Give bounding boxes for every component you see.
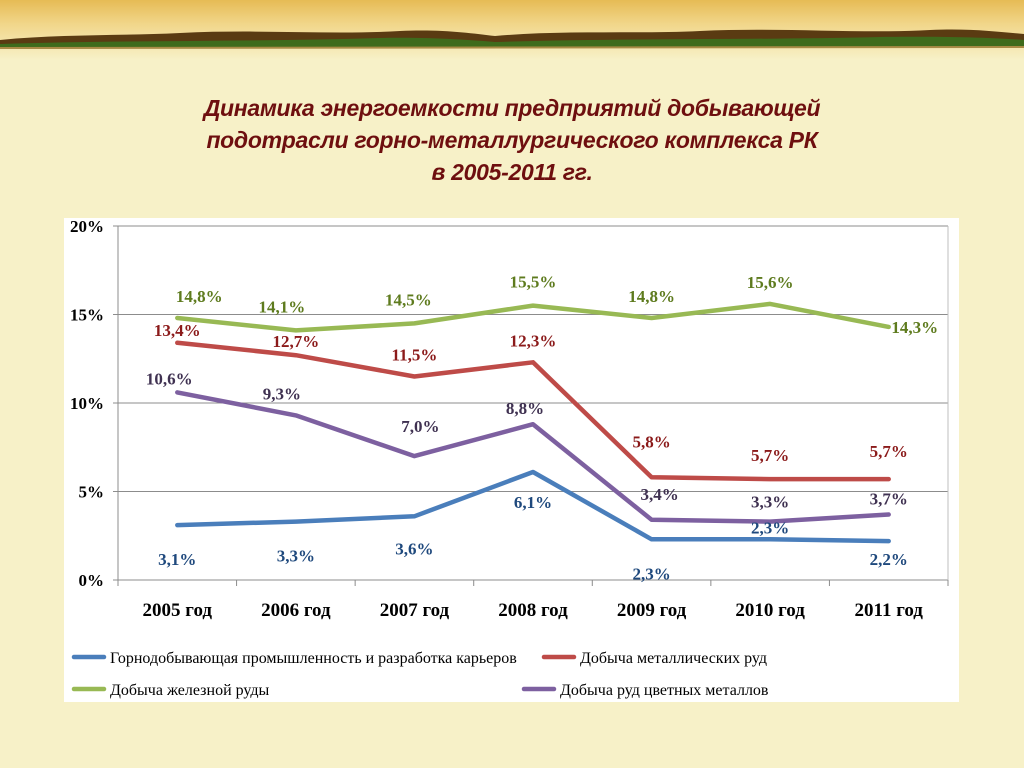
series-line xyxy=(175,390,891,524)
data-label: 3,6% xyxy=(395,539,433,558)
data-label: 14,1% xyxy=(258,297,305,316)
slide-title: Динамика энергоемкости предприятий добыв… xyxy=(120,92,904,188)
data-label: 9,3% xyxy=(263,384,301,403)
data-label: 10,6% xyxy=(146,369,193,388)
legend: Горнодобывающая промышленность и разрабо… xyxy=(71,650,769,699)
title-line-3: в 2005-2011 гг. xyxy=(431,159,593,185)
top-decoration-band xyxy=(0,0,1024,60)
y-axis-ticks: 0% 5% 10% 15% 20% xyxy=(70,217,118,590)
series-line xyxy=(175,340,891,482)
legend-label: Добыча металлических руд xyxy=(580,650,767,667)
data-label: 3,3% xyxy=(751,493,789,512)
x-axis-ticks: 2005 год 2006 год 2007 год 2008 год 2009 год… xyxy=(117,580,949,621)
data-label: 13,4% xyxy=(154,321,201,340)
title-line-2: подотрасли горно-металлургического компл… xyxy=(206,127,818,153)
data-label: 12,7% xyxy=(272,332,319,351)
line-chart: 0%5%10%15%20% 2005 год 2006 год 2007 год 20… xyxy=(70,217,949,699)
data-label: 14,5% xyxy=(385,290,432,309)
data-label: 12,3% xyxy=(510,331,557,350)
data-label: 5,8% xyxy=(632,432,670,451)
y-tick-label: 0% xyxy=(79,571,105,590)
legend-label: Добыча руд цветных металлов xyxy=(560,682,769,699)
data-label: 2,3% xyxy=(751,518,789,537)
data-label: 3,7% xyxy=(870,490,908,509)
x-tick-label: 2005 год xyxy=(143,600,213,621)
data-label: 15,6% xyxy=(747,273,794,292)
data-label: 6,1% xyxy=(514,493,552,512)
x-tick-label: 2008 год xyxy=(498,600,568,621)
data-label: 14,3% xyxy=(891,318,938,337)
x-tick-label: 2010 год xyxy=(735,600,805,621)
data-label: 5,7% xyxy=(751,446,789,465)
data-label: 2,2% xyxy=(870,550,908,569)
data-label: 3,4% xyxy=(640,485,678,504)
chart-area: 0% 5% 10% 15% 20% 2005 год 2006 год 2007 год 20… xyxy=(64,217,959,702)
y-tick-label: 15% xyxy=(70,306,104,325)
y-tick-label: 10% xyxy=(70,394,104,413)
y-tick-label: 5% xyxy=(79,483,105,502)
data-label: 5,7% xyxy=(870,442,908,461)
title-line-1: Динамика энергоемкости предприятий добыв… xyxy=(203,95,821,121)
legend-label: Горнодобывающая промышленность и разрабо… xyxy=(110,650,517,667)
y-tick-label: 20% xyxy=(70,218,104,236)
data-label: 11,5% xyxy=(392,345,438,364)
data-label: 3,3% xyxy=(277,547,315,566)
x-tick-label: 2009 год xyxy=(617,600,687,621)
x-tick-label: 2007 год xyxy=(380,600,450,621)
data-label: 3,1% xyxy=(158,550,196,569)
data-label: 14,8% xyxy=(176,287,223,306)
series-lines xyxy=(175,301,891,544)
gridlines xyxy=(118,225,948,492)
series-line xyxy=(175,469,891,544)
data-label: 2,3% xyxy=(632,564,670,583)
data-label: 7,0% xyxy=(401,417,439,436)
data-label: 14,8% xyxy=(628,287,675,306)
x-tick-label: 2006 год xyxy=(261,600,331,621)
data-label: 8,8% xyxy=(506,399,544,418)
x-tick-label: 2011 год xyxy=(855,600,924,621)
data-label: 15,5% xyxy=(510,273,557,292)
landscape-decoration xyxy=(0,29,1024,49)
legend-label: Добыча железной руды xyxy=(110,682,270,699)
series-line xyxy=(175,301,891,333)
data-labels: 3,1% 3,3% 3,6% 6,1% 2,3% 2,3% 2,2% 13,4% 12,7% 11… xyxy=(146,273,938,584)
